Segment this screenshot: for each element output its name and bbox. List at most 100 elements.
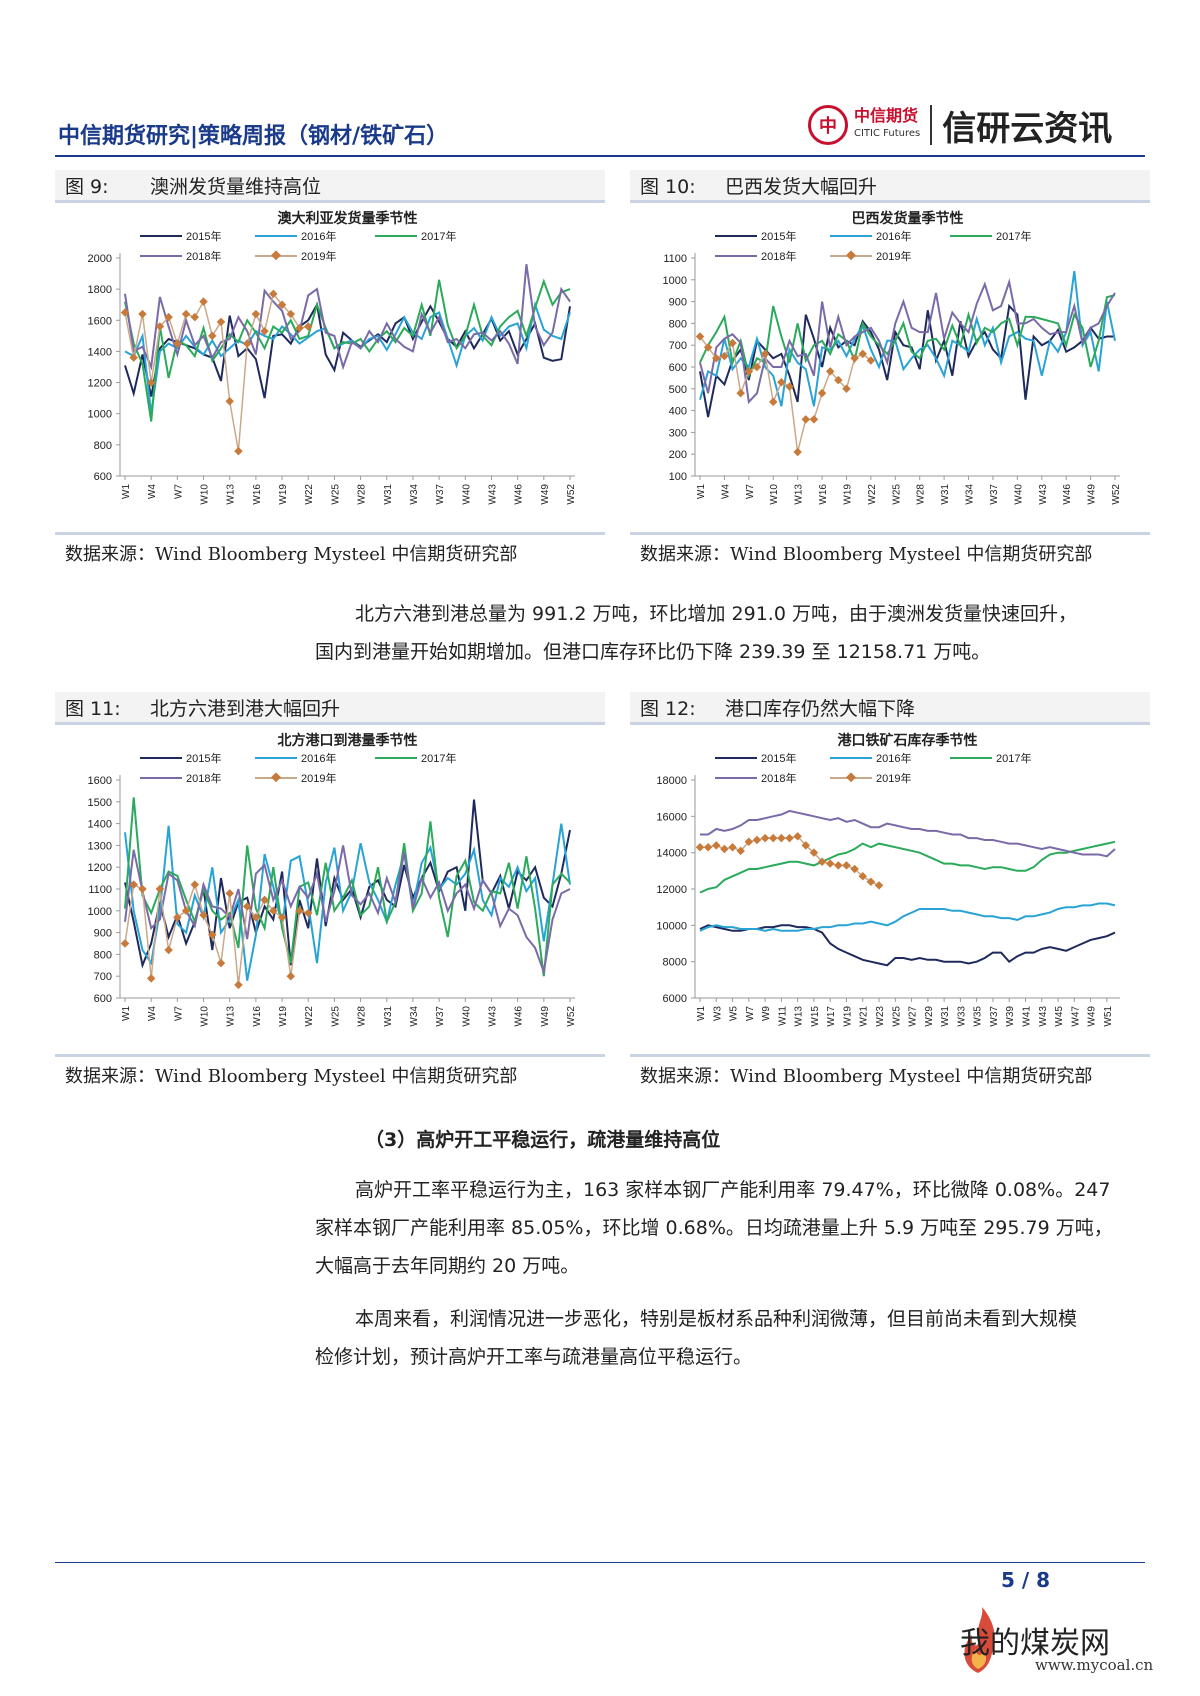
x-tick-label: W43 — [1038, 484, 1049, 505]
x-tick-label: W28 — [357, 1006, 368, 1027]
x-tick-label: W4 — [720, 484, 731, 499]
data-point-2019 — [801, 415, 811, 424]
x-tick-label: W40 — [461, 1006, 472, 1027]
x-tick-label: W34 — [409, 484, 420, 505]
data-point-2019 — [155, 322, 165, 331]
x-tick-label: W27 — [908, 1006, 919, 1027]
x-tick-label: W49 — [1087, 484, 1098, 505]
x-tick-label: W37 — [989, 484, 1000, 505]
y-tick-label: 200 — [669, 449, 687, 461]
data-point-2019 — [768, 833, 778, 843]
data-point-2019 — [181, 309, 191, 319]
x-tick-label: W46 — [1062, 484, 1073, 505]
data-point-2019 — [712, 354, 721, 363]
x-tick-label: W49 — [1087, 1006, 1098, 1027]
data-point-2019 — [234, 446, 243, 456]
data-point-2019 — [295, 906, 304, 916]
series-line-2016 — [699, 270, 1116, 407]
series-line-2015 — [699, 924, 1116, 967]
x-tick-label: W33 — [956, 1006, 967, 1027]
data-point-2019 — [260, 326, 269, 336]
header-divider — [55, 155, 1145, 157]
data-point-2019 — [129, 880, 138, 889]
paragraph-2-line-2: 家样本钢厂产能利用率 85.05%，环比增 0.68%。日均疏港量上升 5.9 … — [315, 1217, 1113, 1239]
data-point-2019 — [728, 842, 737, 852]
x-tick-label: W13 — [226, 484, 237, 505]
x-tick-label: W19 — [278, 1006, 289, 1027]
figure-caption: 图 9: 澳洲发货量维持高位 — [55, 170, 605, 203]
x-tick-label: W7 — [173, 484, 184, 499]
logo-cn-text: 中信期货 — [854, 106, 919, 125]
x-tick-label: W1 — [121, 1006, 132, 1021]
data-point-2019 — [809, 415, 819, 424]
figure-caption: 图 12: 港口库存仍然大幅下降 — [630, 692, 1150, 725]
data-point-2019 — [295, 323, 304, 333]
data-point-2019 — [286, 309, 296, 319]
series-line-2017 — [699, 294, 1116, 379]
figure-10: 图 10: 巴西发货大幅回升 巴西发货量季节性 100 200 300 400 500 60… — [630, 170, 1150, 571]
figure-12: 图 12: 港口库存仍然大幅下降 港口铁矿石库存季节性 6000 8000 10000… — [630, 692, 1150, 1093]
figure-title: 北方六港到港大幅回升 — [150, 697, 341, 720]
data-point-2019 — [120, 308, 130, 317]
x-tick-label: W43 — [487, 484, 498, 505]
data-point-2019 — [834, 375, 843, 385]
figure-number: 图 12: — [640, 697, 696, 720]
data-point-2019 — [866, 356, 876, 365]
x-tick-label: W13 — [794, 484, 805, 505]
x-tick-label: W1 — [121, 484, 132, 499]
series-line-2016 — [124, 823, 571, 981]
figure-caption: 图 10: 巴西发货大幅回升 — [630, 170, 1150, 203]
series-line-2019 — [124, 292, 309, 452]
series-line-2019 — [124, 882, 309, 985]
x-tick-label: W10 — [769, 484, 780, 505]
data-point-2019 — [817, 388, 827, 398]
x-tick-label: W7 — [173, 1006, 184, 1021]
y-tick-label: 1100 — [88, 884, 112, 896]
chart-north-port-arrivals: 北方港口到港量季节性 600 700 800 900 1000 1100 1200 1300 14… — [55, 725, 605, 1050]
x-tick-label: W3 — [712, 1006, 723, 1021]
data-point-2019 — [190, 312, 200, 322]
figure-number: 图 11: — [65, 697, 121, 720]
data-point-2019 — [234, 980, 243, 990]
y-tick-label: 6000 — [663, 993, 687, 1005]
x-tick-label: W13 — [794, 1006, 805, 1027]
figure-source: 数据来源：Wind Bloomberg Mysteel 中信期货研究部 — [630, 1054, 1150, 1093]
watermark-url: www.mycoal.cn — [1035, 1656, 1154, 1674]
data-point-2019 — [216, 317, 226, 327]
chart-port-ore-inventory: 港口铁矿石库存季节性 6000 8000 10000 12000 14000 16000 18… — [630, 725, 1150, 1050]
y-tick-label: 1400 — [88, 346, 112, 358]
legend-label: 2017年 — [996, 229, 1031, 243]
y-tick-label: 8000 — [663, 957, 687, 969]
x-tick-label: W46 — [514, 1006, 525, 1027]
y-tick-label: 1200 — [88, 862, 112, 874]
legend-label: 2019年 — [301, 249, 336, 263]
legend-marker — [271, 772, 281, 783]
figure-number: 图 10: — [640, 175, 696, 198]
figure-title: 澳洲发货量维持高位 — [150, 175, 322, 198]
citic-emblem-icon: 中 — [808, 105, 848, 145]
x-tick-label: W39 — [1005, 1006, 1016, 1027]
data-point-2019 — [760, 833, 770, 843]
data-point-2019 — [242, 339, 252, 348]
x-tick-label: W37 — [435, 484, 446, 505]
x-tick-label: W43 — [1038, 1006, 1049, 1027]
data-point-2019 — [874, 881, 884, 890]
data-point-2019 — [785, 382, 794, 391]
watermark-text: 我的煤炭网 — [960, 1626, 1110, 1661]
x-tick-label: W31 — [940, 1006, 951, 1027]
data-point-2019 — [850, 354, 859, 363]
chart-title: 澳大利亚发货量季节性 — [278, 210, 418, 226]
legend-label: 2015年 — [761, 229, 796, 243]
x-tick-label: W15 — [810, 1006, 821, 1027]
x-tick-label: W16 — [818, 484, 829, 505]
y-tick-label: 800 — [94, 440, 112, 452]
y-tick-label: 600 — [669, 362, 687, 374]
y-tick-label: 1400 — [88, 819, 112, 831]
data-point-2019 — [251, 309, 261, 319]
data-point-2019 — [286, 971, 296, 981]
series-line-2017 — [699, 840, 1116, 894]
x-tick-label: W21 — [859, 1006, 870, 1027]
figure-source: 数据来源：Wind Bloomberg Mysteel 中信期货研究部 — [55, 1054, 605, 1093]
x-tick-label: W17 — [826, 1006, 837, 1027]
x-tick-label: W22 — [867, 484, 878, 505]
